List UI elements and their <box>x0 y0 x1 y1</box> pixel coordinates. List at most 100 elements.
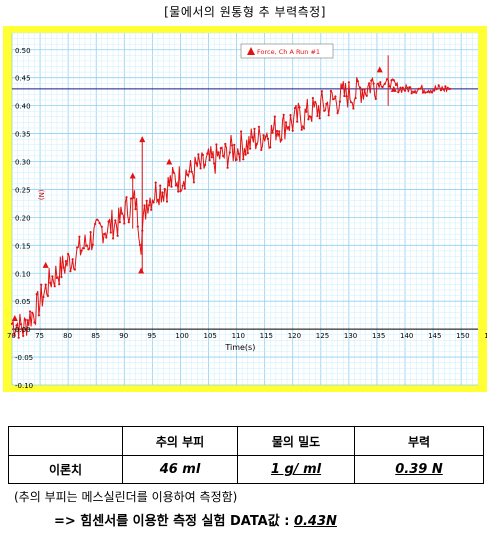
data-point <box>204 163 207 166</box>
data-point <box>428 91 431 94</box>
data-point <box>188 170 191 173</box>
data-point <box>13 334 16 337</box>
data-point <box>71 258 74 261</box>
legend-label: Force, Ch A Run #1 <box>257 48 320 56</box>
data-point <box>392 79 395 82</box>
data-point <box>85 244 88 247</box>
data-point <box>37 314 41 317</box>
data-point <box>291 129 294 132</box>
data-point <box>332 98 335 101</box>
data-point <box>163 187 166 191</box>
force-series-line <box>11 76 451 338</box>
data-point <box>242 158 245 161</box>
data-point <box>190 170 193 173</box>
data-point <box>370 79 373 82</box>
data-point <box>424 91 427 94</box>
data-point <box>172 171 175 174</box>
data-point <box>356 80 359 83</box>
data-point <box>76 246 79 249</box>
data-point <box>334 95 337 98</box>
data-point <box>123 222 126 225</box>
data-point <box>390 79 393 82</box>
data-point <box>437 84 440 87</box>
data-point <box>352 107 355 110</box>
data-point <box>293 107 297 110</box>
data-point <box>40 283 43 286</box>
data-point <box>275 129 279 133</box>
data-point <box>336 111 339 115</box>
data-point <box>31 311 34 314</box>
y-tick-label: 0.10 <box>15 270 31 278</box>
data-point <box>249 147 252 150</box>
data-point <box>215 143 218 146</box>
data-point <box>222 154 225 157</box>
data-point <box>46 294 50 297</box>
data-point <box>354 97 357 100</box>
data-point <box>154 181 157 184</box>
data-point <box>219 147 222 150</box>
data-point <box>112 237 115 240</box>
table-cell: 0.39 N <box>354 455 484 484</box>
data-point <box>179 190 182 193</box>
data-point <box>44 283 47 286</box>
data-point <box>51 275 54 278</box>
y-tick-label: 0.50 <box>15 47 31 55</box>
force-chart: 0.50 0.45 0.40 0.35 0.30 0.25 0.20 0.15 0.10 0.05… <box>7 32 487 390</box>
data-point <box>35 293 38 296</box>
data-point <box>439 89 442 92</box>
x-tick-label: 115 <box>260 332 273 340</box>
data-point <box>273 115 276 118</box>
data-point <box>327 114 330 117</box>
y-tick-label: 0.15 <box>15 242 31 250</box>
x-tick-label: 135 <box>372 332 385 340</box>
data-point <box>134 208 137 211</box>
data-point <box>448 87 451 90</box>
data-point <box>430 91 434 94</box>
data-point <box>235 158 238 161</box>
x-tick-label: 90 <box>119 332 128 340</box>
data-point <box>374 97 377 100</box>
data-point <box>383 82 386 85</box>
data-point <box>280 138 283 141</box>
data-point <box>316 114 319 118</box>
data-point <box>372 82 375 85</box>
data-point <box>347 81 350 84</box>
data-point <box>165 200 169 203</box>
y-tick-label: 0.25 <box>15 186 31 194</box>
data-point <box>118 221 121 224</box>
data-point <box>419 87 422 90</box>
data-point <box>17 336 20 339</box>
x-tick-label: 150 <box>456 332 469 340</box>
x-tick-label: 100 <box>175 332 188 340</box>
data-point <box>42 295 45 299</box>
data-point <box>415 91 418 94</box>
data-point <box>105 236 108 239</box>
x-tick-label: 70 <box>7 332 16 340</box>
data-point <box>168 184 171 187</box>
data-point <box>341 86 344 89</box>
data-point <box>246 152 249 155</box>
data-point <box>278 130 281 133</box>
data-point <box>406 86 409 90</box>
data-point <box>73 268 76 271</box>
data-point <box>305 110 308 113</box>
x-tick-label: 80 <box>63 332 72 340</box>
data-point <box>10 322 14 325</box>
data-point <box>399 86 402 89</box>
data-point <box>186 173 189 176</box>
data-point <box>397 91 400 94</box>
data-point <box>53 285 56 288</box>
data-point <box>64 260 67 263</box>
data-point <box>421 91 425 94</box>
data-point <box>435 88 438 91</box>
data-point <box>403 89 407 92</box>
x-tick-label: 130 <box>344 332 357 340</box>
data-point <box>49 281 52 284</box>
data-point <box>309 115 312 118</box>
data-point <box>22 334 25 337</box>
label-layer: 0.50 0.45 0.40 0.35 0.30 0.25 0.20 0.15 0.10 0.05… <box>7 43 487 390</box>
data-point <box>412 91 416 94</box>
data-point <box>136 225 139 228</box>
data-point <box>156 198 160 201</box>
data-point <box>174 184 177 187</box>
